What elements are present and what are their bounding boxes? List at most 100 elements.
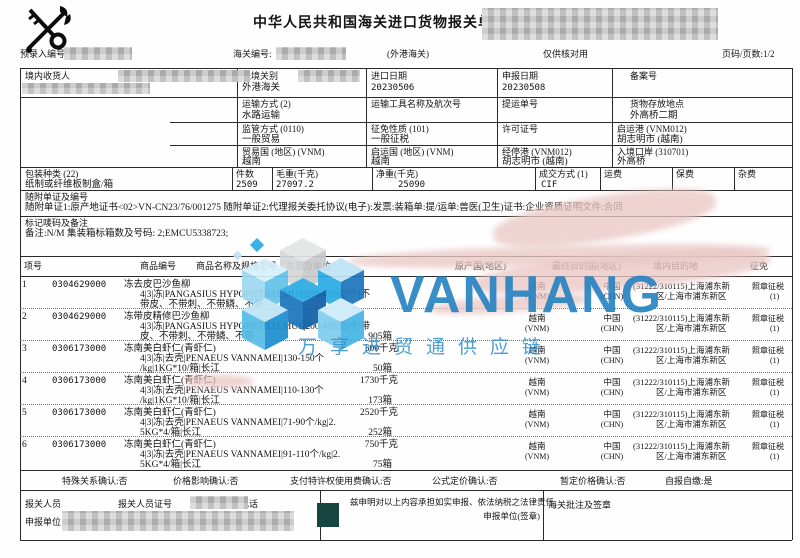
goods-row-domestic: 区/上海市浦东新区	[656, 419, 727, 429]
terms-label: 成交方式 (1)	[539, 169, 588, 179]
gross-value: 27097.2	[276, 180, 314, 190]
goods-row-dest: 中国	[603, 377, 621, 387]
goods-row-origin: 越南	[528, 377, 546, 387]
net-value: 25090	[398, 180, 426, 190]
goods-row-spec: 皮、不带刺、不带鳞、不带	[140, 332, 255, 342]
grid-line	[672, 167, 673, 190]
grid-line	[497, 68, 498, 167]
goods-row-qty2: 50箱	[372, 364, 392, 374]
goods-row-origin-code: (VNM)	[525, 420, 549, 429]
goods-row-domestic: (31222/310115)上海浦东新	[633, 345, 730, 355]
col-header-name: 商品名称及规格型号	[196, 261, 278, 271]
grid-line	[543, 490, 544, 540]
grid-line	[20, 68, 21, 540]
goods-row-qty2: 173箱	[368, 396, 392, 406]
trade-mode-value: 一般贸易	[242, 135, 281, 145]
grid-line	[272, 167, 273, 190]
grid-line	[366, 68, 367, 167]
goods-row-spec: 4|3|冻|去壳|PENAEUS VANNAMEI|130-150个	[140, 354, 325, 364]
col-header-code: 商品编号	[140, 261, 177, 271]
gross-label: 毛重(千克)	[276, 169, 318, 179]
goods-row-origin: 越南	[528, 313, 546, 323]
vanhang-logo-icon	[232, 238, 364, 350]
goods-row-qty1: 500千克	[364, 344, 398, 354]
phone-label: 电话	[240, 499, 259, 509]
goods-row-name: 冻去皮巴沙鱼柳	[124, 280, 191, 290]
storage-value: 外高桥二期	[630, 111, 678, 121]
goods-row-spec: 4|3|冻|去壳|PENAEUS VANNAMEI|71-90个/kg|2.	[140, 418, 336, 428]
goods-row-dest-code: (CHN)	[600, 292, 624, 301]
goods-row-qty1: 750千克	[364, 440, 398, 450]
row-separator	[20, 372, 792, 373]
goods-row-domestic: 区/上海市浦东新区	[656, 291, 727, 301]
goods-row-no: 4	[22, 376, 27, 386]
goods-row-no: 2	[22, 312, 27, 322]
redaction-block	[64, 47, 132, 60]
declaration-statement: 兹申明对以上内容承担如实申报、依法纳税之法律责任	[350, 497, 555, 507]
goods-row-name: 冻南美白虾仁(青虾仁)	[124, 408, 216, 418]
transit-port-label: 经停港 (VNM012)	[502, 147, 572, 157]
storage-label: 货物存放地点	[630, 99, 685, 109]
goods-row-levy: 照章征税	[752, 314, 784, 323]
goods-row-levy: 照章征税	[752, 346, 784, 355]
misc-fee-label: 杂费	[738, 169, 757, 179]
pieces-value: 2509	[236, 180, 258, 190]
goods-row-origin-code: (VNM)	[525, 356, 549, 365]
goods-row-dest-code: (CHN)	[600, 452, 624, 461]
redaction-smear	[185, 375, 253, 388]
goods-row-levy: 照章征税	[752, 378, 784, 387]
grid-line	[20, 68, 792, 69]
row-separator	[20, 308, 792, 309]
grid-line	[20, 216, 792, 217]
departure-country-value: 越南	[371, 157, 391, 167]
page-title: 中华人民共和国海关进口货物报关单	[253, 16, 493, 31]
bill-no-label: 提运单号	[502, 99, 539, 109]
goods-row-origin-code: (VNM)	[525, 452, 549, 461]
grid-line	[232, 167, 233, 190]
goods-row-levy: (1)	[770, 292, 780, 301]
declare-unit-seal-label: 申报单位(签章)	[483, 511, 540, 521]
grid-line	[20, 470, 792, 471]
goods-row-levy: (1)	[770, 324, 780, 333]
goods-row-dest-code: (CHN)	[600, 388, 624, 397]
levy-nature-value: 一般征税	[371, 135, 410, 145]
goods-row-spec: /kg|1KG*10/箱|长江	[140, 364, 220, 374]
goods-row-qty1: 1730千克	[359, 376, 398, 386]
goods-row-code: 0306173000	[52, 344, 107, 354]
grid-line	[170, 145, 792, 146]
col-header-no: 项号	[24, 261, 43, 271]
goods-row-dest: 中国	[603, 441, 621, 451]
confirm-price-influence: 价格影响确认:否	[173, 476, 239, 486]
goods-row-dest: 中国	[603, 409, 621, 419]
grid-line	[170, 122, 792, 123]
goods-row-domestic: (31222/310115)上海浦东新	[633, 281, 730, 291]
goods-row-spec: /kg|1KG*10/箱|长江	[140, 396, 220, 406]
goods-row-levy: 照章征税	[752, 410, 784, 419]
grid-line	[20, 540, 792, 541]
grid-line	[600, 167, 601, 190]
goods-row-origin: 越南	[528, 345, 546, 355]
import-date-value: 20230506	[371, 83, 415, 93]
goods-row-domestic: 区/上海市浦东新区	[656, 355, 727, 365]
entry-port-value: 外高桥	[617, 157, 646, 167]
row-separator	[20, 404, 792, 405]
customs-emblem-icon	[26, 6, 71, 53]
trade-country-value: 越南	[242, 157, 262, 167]
goods-row-domestic: (31222/310115)上海浦东新	[633, 377, 730, 387]
goods-row-qty2: 252箱	[368, 428, 392, 438]
row-separator	[20, 340, 792, 341]
goods-row-origin: 越南	[528, 441, 546, 451]
redaction-seal	[317, 503, 339, 527]
goods-row-domestic: (31222/310115)上海浦东新	[633, 441, 730, 451]
goods-row-domestic: (31222/310115)上海浦东新	[633, 409, 730, 419]
grid-line	[20, 276, 792, 277]
transport-mode-value: 水路运输	[242, 111, 281, 121]
row-separator	[20, 436, 792, 437]
goods-row-name: 冻南美白虾仁(青虾仁)	[124, 440, 216, 450]
goods-row-dest-code: (CHN)	[600, 420, 624, 429]
docs-value: 随附单证1:原产地证书<02>VN-CN23/76/001275 随附单证2:代…	[25, 203, 623, 213]
confirm-self-declare: 自报自缴:是	[665, 476, 713, 486]
goods-row-domestic: (31222/310115)上海浦东新	[633, 313, 730, 323]
goods-row-code: 0304629000	[52, 280, 107, 290]
